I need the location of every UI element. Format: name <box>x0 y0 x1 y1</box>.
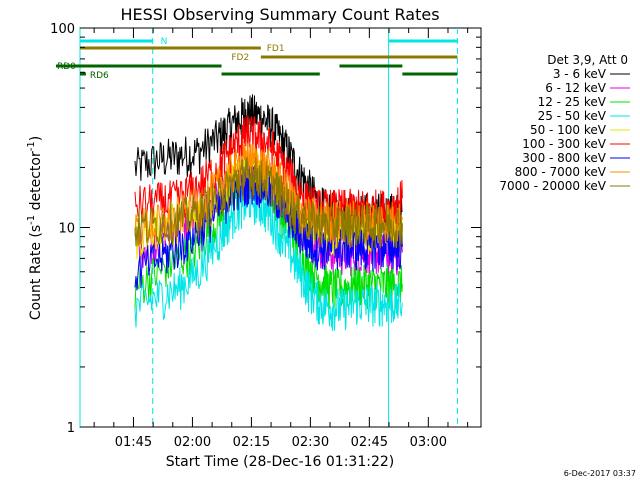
x-tick-label-3: 02:30 <box>292 435 329 450</box>
legend-label-300-800-kev: 300 - 800 keV <box>522 151 606 165</box>
timestamp: 6-Dec-2017 03:37 <box>564 469 636 478</box>
legend-label-12-25-kev: 12 - 25 keV <box>538 95 607 109</box>
y-axis-label-mid: detector <box>28 151 44 215</box>
y-tick-label-1: 10 <box>58 222 75 237</box>
series-line-25-50-kev <box>134 181 403 332</box>
y-axis-label-end: ) <box>28 136 44 141</box>
legend-label-7000-20000-kev: 7000 - 20000 keV <box>499 179 606 193</box>
y-axis-label-sup1: -1 <box>26 215 37 225</box>
legend-title: Det 3,9, Att 0 <box>547 53 628 67</box>
y-axis-label-sup2: -1 <box>26 141 37 151</box>
legend-label-50-100-kev: 50 - 100 keV <box>530 123 607 137</box>
flag-bars: NFD1FD2RD0RD6 <box>56 37 458 81</box>
y-axis-label-main: Count Rate (s <box>28 225 44 320</box>
legend-label-6-12-kev: 6 - 12 keV <box>545 81 607 95</box>
x-axis-label: Start Time (28-Dec-16 01:31:22) <box>166 454 394 470</box>
y-tick-label-2: 100 <box>50 22 75 37</box>
legend-label-100-300-kev: 100 - 300 keV <box>522 137 606 151</box>
x-tick-label-4: 02:45 <box>351 435 388 450</box>
x-tick-label-1: 02:00 <box>174 435 211 450</box>
x-tick-label-0: 01:45 <box>115 435 152 450</box>
y-ticks: 1 10 100 <box>50 22 481 436</box>
legend-label-3-6-kev: 3 - 6 keV <box>553 67 607 81</box>
x-tick-label-2: 02:15 <box>233 435 270 450</box>
flag-label-fd1: FD1 <box>267 44 285 54</box>
legend-label-25-50-kev: 25 - 50 keV <box>538 109 607 123</box>
series-line-100-300-kev <box>134 115 403 233</box>
x-tick-label-5: 03:00 <box>410 435 447 450</box>
flag-label-rd6: RD6 <box>90 71 109 81</box>
y-axis-label: Count Rate (s-1 detector-1) <box>26 136 44 320</box>
flag-label-n: N <box>161 37 168 47</box>
y-tick-label-0: 1 <box>67 421 75 436</box>
legend-label-800-7000-kev: 800 - 7000 keV <box>515 165 607 179</box>
x-ticks: 01:45 02:00 02:15 02:30 02:45 03:00 <box>93 28 469 450</box>
chart-title: HESSI Observing Summary Count Rates <box>120 5 439 24</box>
series-line-7000-20000-kev <box>134 156 403 249</box>
plot-area: NFD1FD2RD0RD6 01:4502:0002:1502:3002:450… <box>50 22 482 450</box>
flag-label-fd2: FD2 <box>231 53 249 63</box>
series-lines <box>134 94 403 332</box>
